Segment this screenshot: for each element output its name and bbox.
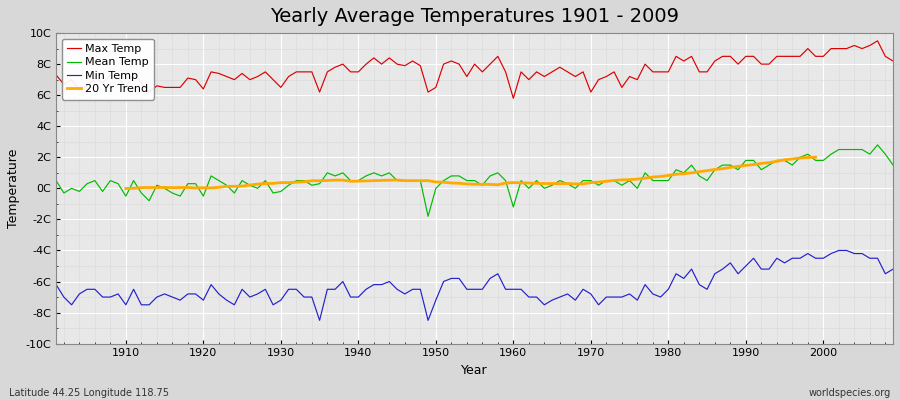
Mean Temp bbox=[423, 214, 434, 219]
Min Temp bbox=[284, 287, 294, 292]
Mean Temp bbox=[284, 183, 294, 188]
Min Temp bbox=[608, 295, 619, 300]
Mean Temp bbox=[608, 178, 619, 183]
Max Temp bbox=[872, 38, 883, 43]
Min Temp bbox=[887, 267, 898, 272]
20 Yr Trend bbox=[810, 155, 821, 160]
20 Yr Trend bbox=[213, 185, 224, 190]
Min Temp bbox=[516, 287, 526, 292]
Min Temp bbox=[833, 248, 844, 253]
20 Yr Trend bbox=[779, 157, 790, 162]
Text: worldspecies.org: worldspecies.org bbox=[809, 388, 891, 398]
Mean Temp bbox=[516, 178, 526, 183]
20 Yr Trend bbox=[601, 179, 612, 184]
Mean Temp bbox=[329, 174, 340, 178]
Mean Temp bbox=[112, 181, 123, 186]
Min Temp bbox=[338, 279, 348, 284]
20 Yr Trend bbox=[694, 169, 705, 174]
Max Temp bbox=[329, 65, 340, 70]
Title: Yearly Average Temperatures 1901 - 2009: Yearly Average Temperatures 1901 - 2009 bbox=[270, 7, 680, 26]
Mean Temp bbox=[872, 142, 883, 147]
Min Temp bbox=[508, 287, 518, 292]
Line: Min Temp: Min Temp bbox=[56, 250, 893, 320]
Max Temp bbox=[508, 96, 518, 101]
Y-axis label: Temperature: Temperature bbox=[7, 149, 20, 228]
Min Temp bbox=[112, 292, 123, 296]
Text: Latitude 44.25 Longitude 118.75: Latitude 44.25 Longitude 118.75 bbox=[9, 388, 169, 398]
Line: Mean Temp: Mean Temp bbox=[56, 145, 893, 216]
Min Temp bbox=[314, 318, 325, 323]
Mean Temp bbox=[508, 204, 518, 209]
Line: Max Temp: Max Temp bbox=[56, 41, 893, 98]
Min Temp bbox=[50, 282, 61, 287]
20 Yr Trend bbox=[121, 186, 131, 191]
Max Temp bbox=[284, 74, 294, 79]
20 Yr Trend bbox=[709, 167, 720, 172]
Max Temp bbox=[50, 72, 61, 77]
Max Temp bbox=[608, 70, 619, 74]
Max Temp bbox=[516, 70, 526, 74]
Mean Temp bbox=[887, 163, 898, 168]
Max Temp bbox=[112, 76, 123, 80]
X-axis label: Year: Year bbox=[462, 364, 488, 377]
20 Yr Trend bbox=[329, 178, 340, 182]
Line: 20 Yr Trend: 20 Yr Trend bbox=[126, 157, 815, 188]
Mean Temp bbox=[50, 178, 61, 183]
Max Temp bbox=[500, 70, 511, 74]
Max Temp bbox=[887, 59, 898, 64]
Legend: Max Temp, Mean Temp, Min Temp, 20 Yr Trend: Max Temp, Mean Temp, Min Temp, 20 Yr Tre… bbox=[62, 39, 154, 100]
